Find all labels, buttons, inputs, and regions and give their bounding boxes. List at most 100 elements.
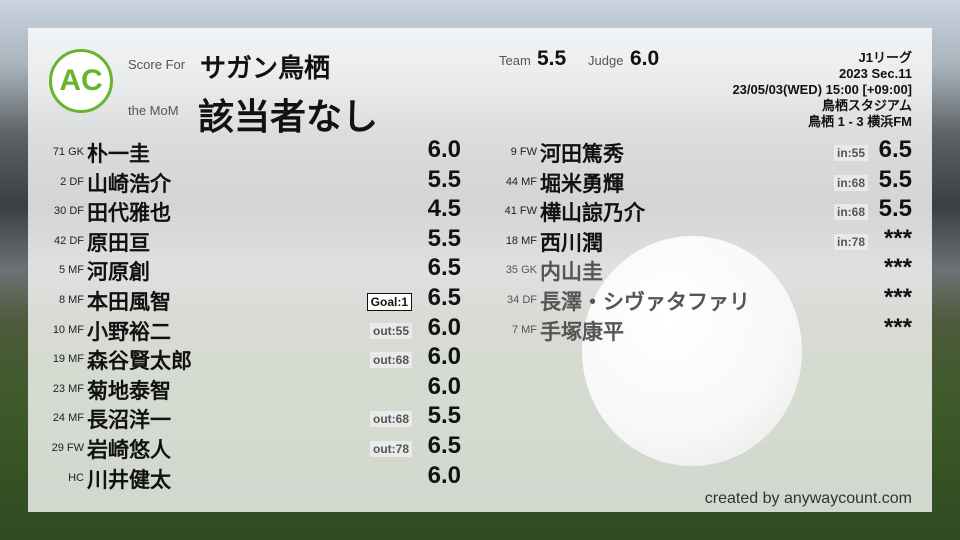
player-name: 長沼洋一 bbox=[87, 408, 171, 433]
player-number-position: 10 MF bbox=[52, 323, 84, 336]
player-name: 堀米勇輝 bbox=[540, 171, 624, 196]
logo-text: AC bbox=[59, 64, 103, 97]
player-number-position: 19 MF bbox=[52, 353, 84, 366]
player-number-position: 35 GK bbox=[505, 264, 537, 277]
team-name: サガン鳥栖 bbox=[200, 54, 331, 84]
score-for-label: Score For bbox=[128, 57, 186, 72]
player-name: 河田篤秀 bbox=[540, 142, 624, 166]
stadium: 鳥栖スタジアム bbox=[821, 98, 912, 113]
player-number-position: 30 DF bbox=[54, 205, 84, 218]
sub-badge: in:78 bbox=[833, 233, 868, 250]
player-rating: 6.5 bbox=[427, 284, 461, 311]
player-name: 菊地泰智 bbox=[87, 378, 171, 403]
footer-credit: created by anywaycount.com bbox=[704, 490, 912, 507]
player-name: 朴一圭 bbox=[87, 142, 150, 166]
player-row: 23 MF 菊地泰智 6.0 bbox=[0, 372, 960, 403]
player-number-position: 34 DF bbox=[507, 294, 537, 306]
player-name: 河原創 bbox=[87, 260, 150, 285]
player-number-position: 42 DF bbox=[54, 234, 84, 247]
player-number-position: 29 FW bbox=[51, 442, 84, 454]
player-row: 19 MF 森谷賢太郎 out:68 6.0 bbox=[0, 343, 960, 374]
mom-name: 該当者なし bbox=[198, 97, 379, 138]
anywaycount-logo: AC bbox=[49, 49, 113, 113]
player-rating: *** bbox=[883, 313, 912, 341]
player-row: 42 DF 原田亘 5.5 bbox=[0, 224, 960, 255]
player-row: 24 MF 長沼洋一 out:68 5.5 bbox=[0, 402, 960, 433]
player-name: 手塚康平 bbox=[540, 319, 624, 344]
player-row: 44 MF 堀米勇輝 in:68 5.5 bbox=[0, 165, 960, 196]
result: 鳥栖 1 - 3 横浜FM bbox=[807, 114, 912, 129]
sub-badge: out:78 bbox=[370, 441, 412, 457]
player-name: 樺山諒乃介 bbox=[540, 201, 645, 226]
player-row: 35 GK 内山圭 *** bbox=[0, 254, 960, 285]
player-number-position: 41 FW bbox=[504, 205, 537, 218]
player-rating: 4.5 bbox=[427, 195, 461, 223]
player-rating: *** bbox=[883, 254, 912, 282]
player-number-position: 8 MF bbox=[58, 294, 84, 306]
team-score: 5.5 bbox=[537, 47, 567, 70]
player-row: 2 DF 山崎浩介 5.5 bbox=[0, 165, 960, 196]
match-info: J1リーグ 2023 Sec.11 23/05/03(WED) 15:00 [+… bbox=[732, 50, 912, 130]
player-rating: *** bbox=[883, 284, 912, 311]
player-number-position: HC bbox=[68, 471, 84, 484]
player-row: 10 MF 小野裕二 out:55 6.0 bbox=[0, 313, 960, 344]
player-row: 30 DF 田代雅也 4.5 bbox=[0, 195, 960, 226]
player-number-position: 44 MF bbox=[505, 175, 537, 188]
player-number-position: 5 MF bbox=[58, 264, 84, 277]
player-row: 5 MF 河原創 6.5 bbox=[0, 254, 960, 285]
sub-badge: in:68 bbox=[833, 174, 868, 191]
player-row: 7 MF 手塚康平 *** bbox=[0, 313, 960, 344]
player-rating: 5.5 bbox=[427, 224, 461, 252]
goal-badge: Goal:1 bbox=[366, 293, 412, 311]
player-row: 41 FW 樺山諒乃介 in:68 5.5 bbox=[0, 195, 960, 226]
player-number-position: 18 MF bbox=[505, 234, 537, 247]
player-row: 71 GK 朴一圭 6.0 bbox=[0, 136, 960, 166]
player-rating: 6.5 bbox=[878, 136, 912, 163]
datetime: 23/05/03(WED) 15:00 [+09:00] bbox=[732, 82, 912, 97]
player-rating: *** bbox=[883, 224, 912, 252]
player-name: 小野裕二 bbox=[87, 319, 171, 344]
season: 2023 Sec.11 bbox=[838, 66, 912, 81]
player-rating: 6.0 bbox=[427, 136, 461, 163]
player-name: 西川潤 bbox=[540, 230, 603, 255]
player-name: 内山圭 bbox=[540, 260, 603, 285]
player-rating: 6.0 bbox=[427, 372, 461, 400]
player-row: 18 MF 西川潤 in:78 *** bbox=[0, 224, 960, 255]
score-panel bbox=[28, 28, 932, 512]
player-row: 9 FW 河田篤秀 in:55 6.5 bbox=[0, 136, 960, 166]
league: J1リーグ bbox=[858, 50, 912, 65]
player-number-position: 7 MF bbox=[511, 323, 537, 336]
player-rating: 6.0 bbox=[427, 461, 461, 489]
player-number-position: 71 GK bbox=[52, 146, 84, 158]
sub-badge: out:68 bbox=[370, 411, 412, 428]
player-name: 森谷賢太郎 bbox=[87, 349, 192, 374]
player-rating: 5.5 bbox=[878, 195, 912, 223]
player-rating: 5.5 bbox=[427, 402, 461, 430]
judge-label: Judge bbox=[588, 53, 624, 68]
player-number-position: 9 FW bbox=[510, 146, 537, 158]
player-name: 川井健太 bbox=[87, 467, 171, 492]
player-name: 本田風智 bbox=[87, 290, 171, 314]
player-rating: 6.0 bbox=[427, 343, 461, 371]
mom-label: the MoM bbox=[128, 103, 179, 118]
judge-score: 6.0 bbox=[630, 47, 660, 70]
player-rating: 6.5 bbox=[427, 254, 461, 282]
sub-badge: in:68 bbox=[833, 204, 868, 221]
sub-badge: in:55 bbox=[833, 145, 868, 161]
player-rating: 6.0 bbox=[427, 313, 461, 341]
team-label: Team bbox=[499, 53, 531, 68]
player-row: 34 DF 長澤・シヴァタファリ *** bbox=[0, 284, 960, 314]
player-row: HC 川井健太 6.0 bbox=[0, 461, 960, 492]
player-name: 岩崎悠人 bbox=[87, 438, 171, 462]
player-name: 長澤・シヴァタファリ bbox=[540, 290, 750, 314]
sub-badge: out:68 bbox=[370, 352, 412, 369]
player-row: 29 FW 岩崎悠人 out:78 6.5 bbox=[0, 432, 960, 462]
player-name: 田代雅也 bbox=[87, 201, 171, 226]
player-rating: 5.5 bbox=[427, 165, 461, 193]
player-number-position: 24 MF bbox=[52, 412, 84, 425]
player-name: 山崎浩介 bbox=[87, 171, 171, 196]
player-rating: 5.5 bbox=[878, 165, 912, 193]
sub-badge: out:55 bbox=[370, 322, 412, 339]
player-number-position: 2 DF bbox=[60, 175, 84, 188]
player-rating: 6.5 bbox=[427, 432, 461, 459]
